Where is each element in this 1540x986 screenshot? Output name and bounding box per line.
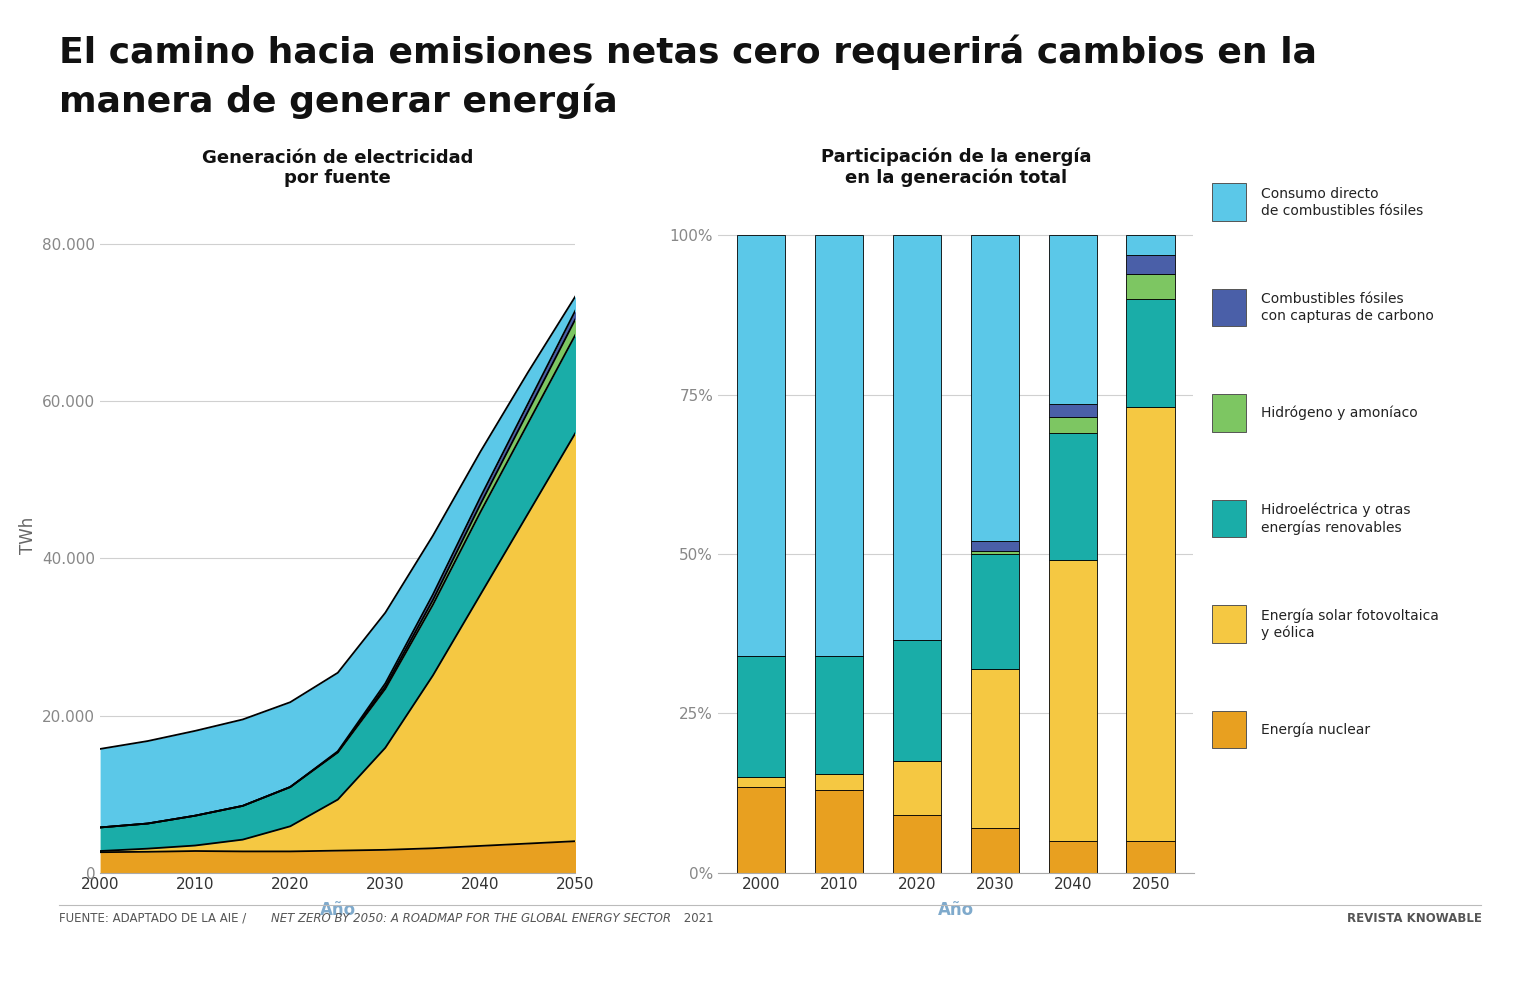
Bar (1126, 841, 1175, 873)
Bar (1049, 433, 1096, 560)
Title: Generación de electricidad
por fuente: Generación de electricidad por fuente (202, 149, 473, 187)
Bar (815, 656, 862, 774)
Text: FUENTE: ADAPTADO DE LA AIE /: FUENTE: ADAPTADO DE LA AIE / (59, 912, 249, 925)
Text: Hidrógeno y amoníaco: Hidrógeno y amoníaco (1261, 406, 1418, 420)
Bar (815, 774, 862, 790)
Bar (893, 236, 941, 640)
Bar (1049, 841, 1096, 873)
Bar (815, 790, 862, 873)
Bar (970, 551, 1019, 554)
X-axis label: Año: Año (320, 901, 356, 919)
Title: Participación de la energía
en la generación total: Participación de la energía en la genera… (821, 148, 1090, 187)
Bar (1049, 236, 1096, 404)
Text: REVISTA KNOWABLE: REVISTA KNOWABLE (1346, 912, 1481, 925)
Bar (1126, 299, 1175, 407)
Bar (1049, 404, 1096, 417)
Bar (893, 815, 941, 873)
Bar (736, 656, 785, 777)
Bar (970, 828, 1019, 873)
Bar (736, 777, 785, 787)
Bar (1049, 560, 1096, 841)
Bar (1049, 417, 1096, 433)
Text: Hidroeléctrica y otras
energías renovables: Hidroeléctrica y otras energías renovabl… (1261, 503, 1411, 534)
X-axis label: Año: Año (938, 901, 973, 919)
Bar (893, 640, 941, 761)
Text: 2021: 2021 (681, 912, 715, 925)
Bar (970, 236, 1019, 541)
Text: Combustibles fósiles
con capturas de carbono: Combustibles fósiles con capturas de car… (1261, 292, 1434, 323)
Bar (736, 236, 785, 656)
Bar (970, 541, 1019, 551)
Text: NET ZERO BY 2050: A ROADMAP FOR THE GLOBAL ENERGY SECTOR: NET ZERO BY 2050: A ROADMAP FOR THE GLOB… (271, 912, 670, 925)
Bar (893, 761, 941, 815)
Bar (970, 669, 1019, 828)
Bar (815, 236, 862, 656)
Y-axis label: TWh: TWh (18, 517, 37, 553)
Text: Energía nuclear: Energía nuclear (1261, 723, 1371, 737)
Bar (1126, 274, 1175, 299)
Text: Energía solar fotovoltaica
y eólica: Energía solar fotovoltaica y eólica (1261, 608, 1440, 640)
Bar (1126, 407, 1175, 841)
Text: manera de generar energía: manera de generar energía (59, 84, 618, 119)
Text: El camino hacia emisiones netas cero requerirá cambios en la: El camino hacia emisiones netas cero req… (59, 35, 1317, 70)
Bar (1126, 254, 1175, 274)
Bar (970, 554, 1019, 669)
Bar (736, 787, 785, 873)
Bar (1126, 236, 1175, 254)
Text: Consumo directo
de combustibles fósiles: Consumo directo de combustibles fósiles (1261, 186, 1423, 218)
